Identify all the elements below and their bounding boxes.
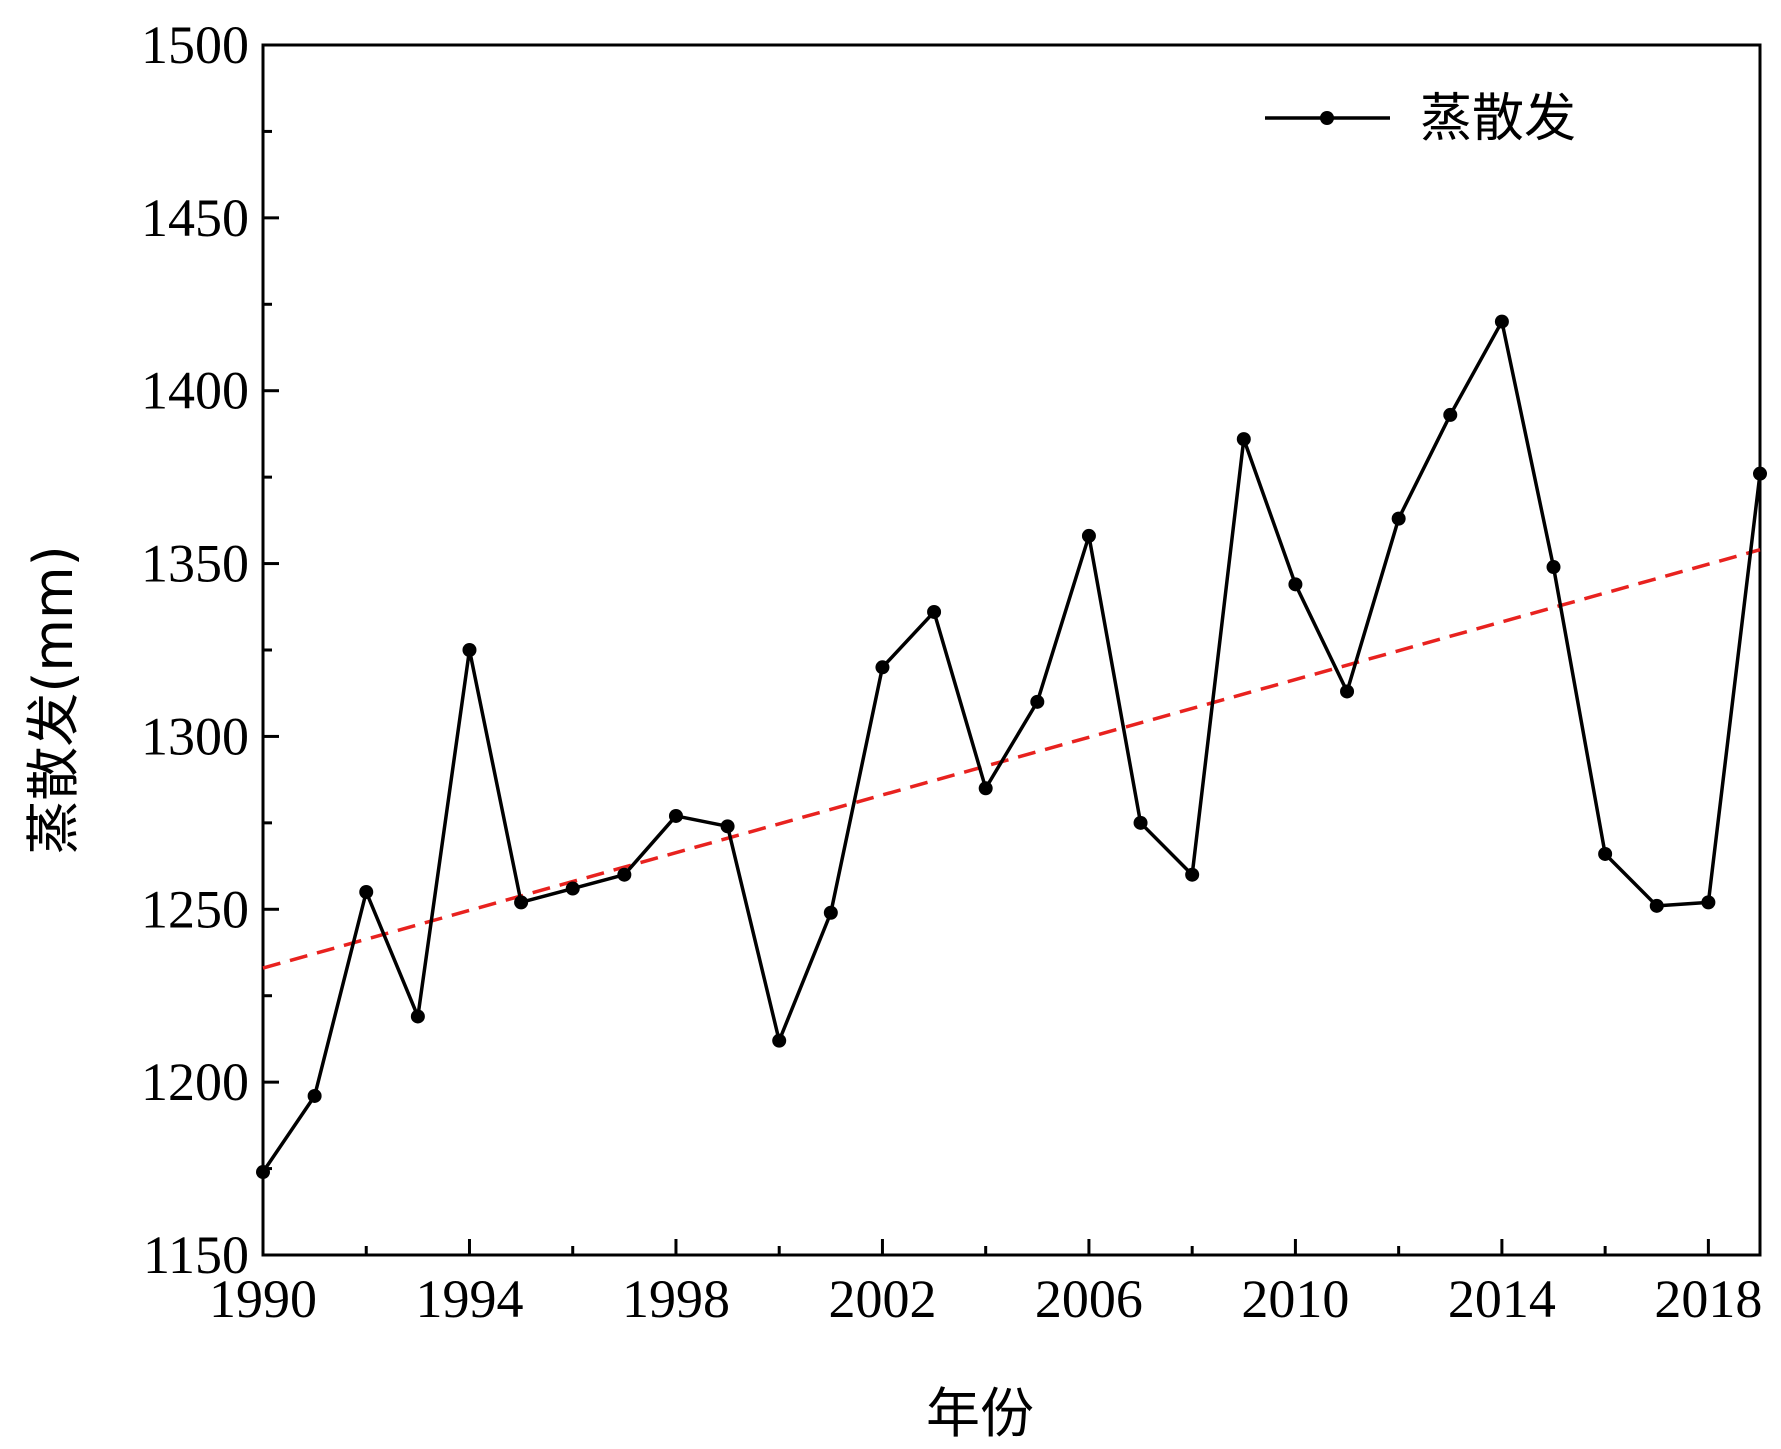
y-tick-label: 1500 [141,15,249,75]
data-point-2019 [1753,466,1767,481]
data-point-1990 [256,1165,270,1180]
data-point-2015 [1546,560,1561,575]
y-tick-label: 1150 [143,1225,249,1285]
data-point-2014 [1494,314,1509,329]
data-point-1992 [359,885,374,899]
data-point-2005 [1030,694,1045,709]
x-tick-label: 2002 [828,1269,936,1329]
data-point-1991 [307,1088,322,1103]
data-point-2002 [875,660,890,675]
x-tick-label: 1990 [209,1269,317,1329]
data-point-2007 [1133,815,1148,830]
plot-frame [261,43,1762,1257]
data-point-1994 [462,643,477,657]
x-tick-label: 2010 [1241,1269,1349,1329]
data-point-2012 [1391,511,1406,526]
data-point-1998 [668,808,683,823]
data-point-2006 [1081,528,1096,543]
legend: 蒸散发 [1265,89,1576,149]
x-tick-label: 1994 [415,1269,523,1329]
legend-marker [1320,111,1334,125]
data-point-2000 [772,1033,787,1048]
y-tick-label: 1250 [141,879,249,939]
y-tick-label: 1350 [141,534,249,594]
y-tick-label: 1300 [141,706,249,766]
x-tick-label: 2014 [1448,1269,1556,1329]
data-point-2009 [1236,432,1251,447]
trend-line [262,548,1761,970]
data-point-2001 [823,905,838,920]
data-point-1995 [514,895,529,910]
data-point-1997 [617,867,632,882]
x-tick-label: 2018 [1654,1269,1762,1329]
data-point-2003 [927,604,942,619]
data-point-2004 [978,781,993,796]
series-points [256,314,1767,1180]
data-point-2008 [1185,867,1200,882]
data-point-2010 [1288,577,1303,592]
data-point-2011 [1340,684,1355,699]
axis-ticks [261,43,1710,1257]
y-tick-labels: 1150 1200 1250 1300 1350 1400 1450 1500 [141,15,249,1285]
y-tick-label: 1200 [141,1052,249,1112]
data-point-1993 [410,1009,425,1024]
x-tick-labels: 1990 1994 1998 2002 2006 2010 2014 2018 [209,1269,1762,1329]
legend-label: 蒸散发 [1420,89,1576,149]
data-point-1996 [565,881,580,896]
data-point-2017 [1649,898,1664,913]
x-tick-label: 1998 [622,1269,730,1329]
data-point-2018 [1701,895,1716,910]
data-point-1999 [720,819,735,834]
series-line [261,319,1762,1174]
y-tick-label: 1450 [141,188,249,248]
x-axis-title: 年份 [926,1382,1034,1445]
data-point-2016 [1598,846,1613,861]
y-axis-title: 蒸散发(mm) [22,545,85,854]
x-tick-label: 2006 [1035,1269,1143,1329]
data-point-2013 [1443,407,1458,422]
y-tick-label: 1400 [141,361,249,421]
